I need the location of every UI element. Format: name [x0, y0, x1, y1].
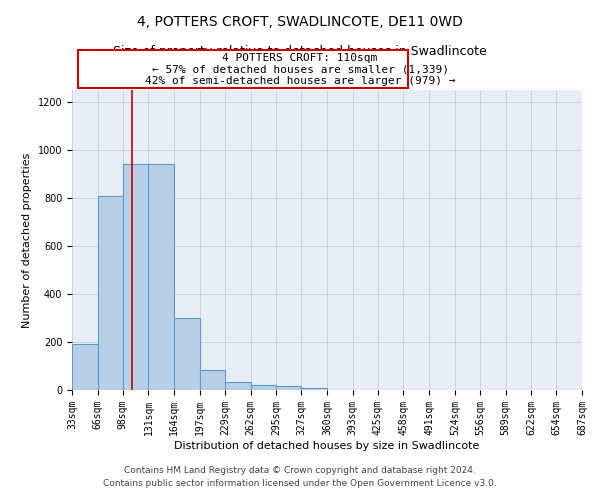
Text: 42% of semi-detached houses are larger (979) →: 42% of semi-detached houses are larger (…	[145, 76, 455, 86]
X-axis label: Distribution of detached houses by size in Swadlincote: Distribution of detached houses by size …	[175, 440, 479, 450]
Bar	[225, 382, 251, 390]
Y-axis label: Number of detached properties: Number of detached properties	[22, 152, 32, 328]
Bar	[174, 318, 200, 390]
Text: 4, POTTERS CROFT, SWADLINCOTE, DE11 0WD: 4, POTTERS CROFT, SWADLINCOTE, DE11 0WD	[137, 15, 463, 29]
Text: Size of property relative to detached houses in Swadlincote: Size of property relative to detached ho…	[113, 45, 487, 58]
Text: ← 57% of detached houses are smaller (1,339): ← 57% of detached houses are smaller (1,…	[151, 64, 449, 74]
Text: 4 POTTERS CROFT: 110sqm: 4 POTTERS CROFT: 110sqm	[223, 53, 377, 63]
Bar	[98, 196, 122, 390]
Text: Contains HM Land Registry data © Crown copyright and database right 2024.
Contai: Contains HM Land Registry data © Crown c…	[103, 466, 497, 487]
Bar	[122, 164, 148, 390]
Bar	[251, 385, 277, 390]
Bar	[148, 164, 174, 390]
Bar	[301, 388, 327, 390]
Bar	[277, 386, 301, 390]
Bar	[200, 370, 225, 390]
Bar	[72, 344, 98, 390]
